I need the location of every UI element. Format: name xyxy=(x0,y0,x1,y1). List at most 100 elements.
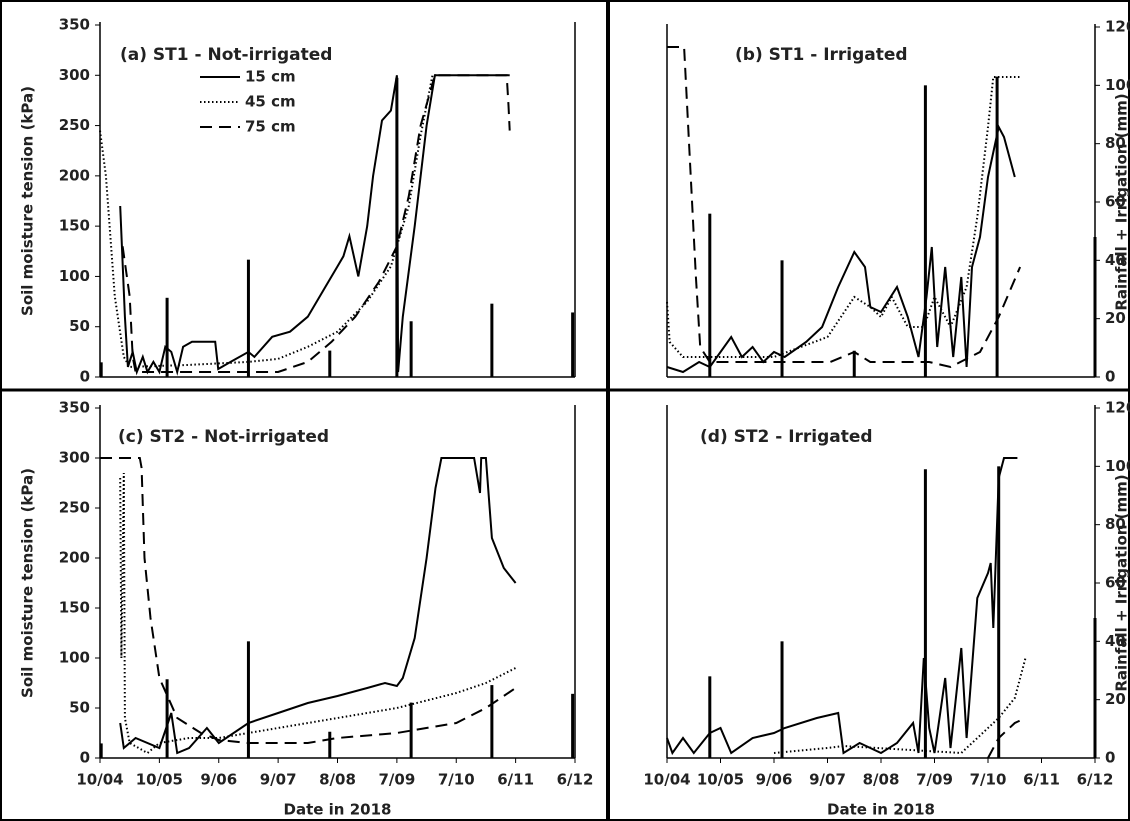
y2-tick-label: 80 xyxy=(1105,515,1126,533)
rain-bar xyxy=(852,350,856,377)
legend-label: 75 cm xyxy=(245,118,296,136)
rain-bar xyxy=(99,362,103,377)
rain-bar xyxy=(1093,237,1097,377)
x-tick-label: 10/04 xyxy=(76,771,123,789)
x-tick-label: 8/08 xyxy=(319,771,356,789)
x-tick-label: 7/09 xyxy=(916,771,953,789)
chart-title: (d) ST2 - Irrigated xyxy=(700,427,873,447)
y2-tick-label: 120 xyxy=(1105,18,1130,36)
rain-bar xyxy=(997,466,1001,758)
y-tick-label: 350 xyxy=(59,16,90,34)
y2-tick-label: 80 xyxy=(1105,134,1126,152)
x-axis-label: Date in 2018 xyxy=(827,801,935,819)
y-tick-label: 150 xyxy=(59,217,90,235)
rain-bar xyxy=(165,297,169,377)
y-tick-label: 100 xyxy=(59,267,90,285)
y-tick-label: 50 xyxy=(69,699,90,717)
y2-tick-label: 20 xyxy=(1105,309,1126,327)
rain-bar xyxy=(780,260,784,377)
chart-title: (b) ST1 - Irrigated xyxy=(735,45,908,65)
series-line xyxy=(666,457,1018,756)
y-tick-label: 200 xyxy=(59,166,90,184)
series-line xyxy=(119,74,510,376)
rain-bar xyxy=(328,731,332,758)
rain-bar xyxy=(923,469,927,758)
y2-tick-label: 40 xyxy=(1105,251,1126,269)
series-line xyxy=(666,124,1016,374)
y-tick-label: 0 xyxy=(80,749,90,767)
chart-title: (a) ST1 - Not-irrigated xyxy=(120,45,332,65)
x-tick-label: 9/06 xyxy=(756,771,793,789)
rain-bar xyxy=(708,213,712,377)
legend-label: 45 cm xyxy=(245,93,296,111)
x-tick-label: 6/11 xyxy=(497,771,534,789)
x-tick-label: 10/05 xyxy=(697,771,744,789)
rain-bar xyxy=(571,693,575,758)
series-line xyxy=(100,457,517,744)
y-tick-label: 300 xyxy=(59,66,90,84)
y-tick-label: 150 xyxy=(59,599,90,617)
rain-bar xyxy=(246,641,250,758)
y2-tick-label: 120 xyxy=(1105,399,1130,417)
y-tick-label: 100 xyxy=(59,649,90,667)
series-line xyxy=(666,76,1021,358)
x-tick-label: 8/08 xyxy=(863,771,900,789)
x-tick-label: 7/10 xyxy=(438,771,475,789)
x-tick-label: 6/12 xyxy=(557,771,594,789)
y-tick-label: 350 xyxy=(59,399,90,417)
rain-bar xyxy=(409,702,413,758)
rain-bar xyxy=(328,350,332,377)
x-tick-label: 6/11 xyxy=(1023,771,1060,789)
rain-bar xyxy=(246,259,250,377)
rain-bar xyxy=(995,76,999,377)
series-line xyxy=(121,74,511,373)
series-line xyxy=(119,472,517,755)
y2-tick-label: 40 xyxy=(1105,632,1126,650)
rain-bar xyxy=(708,676,712,758)
rain-bar xyxy=(165,679,169,758)
x-tick-label: 10/04 xyxy=(643,771,690,789)
rain-bar xyxy=(1093,618,1097,758)
rain-bar xyxy=(571,312,575,377)
y2-tick-label: 100 xyxy=(1105,76,1130,94)
y-tick-label: 0 xyxy=(80,368,90,386)
chart-title: (c) ST2 - Not-irrigated xyxy=(118,427,329,447)
x-tick-label: 7/10 xyxy=(970,771,1007,789)
legend-label: 15 cm xyxy=(245,68,296,86)
x-axis-label: Date in 2018 xyxy=(284,801,392,819)
rain-bar xyxy=(99,743,103,758)
rain-bar xyxy=(409,321,413,377)
y-tick-label: 50 xyxy=(69,317,90,335)
x-tick-label: 9/07 xyxy=(260,771,297,789)
series-line xyxy=(773,657,1027,755)
y-tick-label: 200 xyxy=(59,549,90,567)
rain-bar xyxy=(780,641,784,758)
x-tick-label: 9/07 xyxy=(809,771,846,789)
y2-tick-label: 60 xyxy=(1105,574,1126,592)
rain-bar xyxy=(490,303,494,377)
x-tick-label: 10/05 xyxy=(136,771,183,789)
rain-bar xyxy=(923,85,927,377)
y-axis-label: Soil moisture tension (kPa) xyxy=(19,468,37,698)
x-tick-label: 9/06 xyxy=(200,771,237,789)
y-axis-label: Soil moisture tension (kPa) xyxy=(19,86,37,316)
y2-tick-label: 0 xyxy=(1105,749,1115,767)
y-tick-label: 250 xyxy=(59,116,90,134)
y2-axis-label: Rainfall + Irrigation (mm) xyxy=(1113,474,1130,691)
x-tick-label: 7/09 xyxy=(378,771,415,789)
y2-tick-label: 100 xyxy=(1105,457,1130,475)
rain-bar xyxy=(490,685,494,758)
series-line xyxy=(667,46,1022,369)
y2-tick-label: 20 xyxy=(1105,690,1126,708)
y2-tick-label: 0 xyxy=(1105,368,1115,386)
series-line xyxy=(987,717,1026,759)
x-tick-label: 6/12 xyxy=(1077,771,1114,789)
series-line xyxy=(119,457,517,755)
y2-tick-label: 60 xyxy=(1105,193,1126,211)
y2-axis-label: Rainfall + Irrigation (mm) xyxy=(1113,93,1130,310)
y-tick-label: 250 xyxy=(59,499,90,517)
y-tick-label: 300 xyxy=(59,449,90,467)
series-line xyxy=(99,74,439,368)
